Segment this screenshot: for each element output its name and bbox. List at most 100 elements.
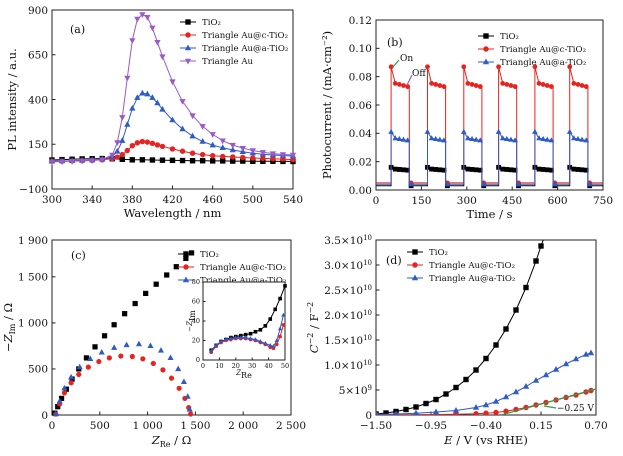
data-point [433,396,439,403]
data-point [575,82,581,87]
axis-title-unit: / F [307,313,321,332]
y-tick-label: 2.5×1010 [324,284,372,297]
data-point [532,376,540,383]
axis-title: −ZIm [186,310,197,332]
data-point [179,125,186,132]
data-point [544,167,550,173]
x-tick-label: 0.70 [584,420,607,432]
legend-entry: Triangle Au@c-TiO₂ [407,261,515,271]
data-point [575,135,581,141]
data-point [61,384,68,391]
data-point [134,94,141,100]
data-point [480,181,487,187]
data-point [575,167,581,172]
y-tick-label-base: 1.5×10 [324,335,363,347]
data-point [140,356,146,362]
data-point [87,355,94,361]
data-point [160,367,166,373]
y-tick-label: 0.04 [349,128,373,140]
data-point [149,25,156,32]
data-point [429,80,434,86]
x-tick-label: 300 [457,195,477,207]
data-point [173,264,179,270]
x-tick-label: 460 [203,194,223,206]
data-point [483,355,489,362]
data-point [129,353,135,360]
data-point [388,128,394,134]
series-triangle-au-c-tio2 [53,353,194,417]
y-tick-label: 3.0×1010 [324,259,372,272]
data-point [114,147,121,154]
x-tick-label: 300 [42,194,62,206]
data-point [263,324,268,328]
data-point [220,158,226,164]
series-tio2 [52,250,195,416]
data-point [549,84,554,89]
x-axis-title-symbol: E [443,433,453,447]
data-point [134,140,141,146]
data-point [504,82,510,87]
data-point [139,138,146,145]
data-point [209,348,214,353]
data-point [437,167,443,173]
series-triangle-au-a-tio2 [376,128,603,187]
tangent-line [500,388,596,415]
y-tick-label-base: 5×10 [339,385,368,397]
x-tick-label: 10 [215,362,223,370]
legend-label: Triangle Au@c-TiO₂ [202,31,288,41]
data-point [504,135,510,141]
data-point [405,84,411,89]
data-point [533,258,539,264]
axis-title: ZRe [235,369,252,380]
data-point [522,382,530,389]
data-point [129,142,136,149]
data-point [119,137,126,143]
x-tick-label: 500 [243,194,263,206]
data-point [147,342,154,349]
data-point [404,137,411,143]
data-point [413,404,419,410]
data-point [504,167,510,172]
data-point [512,388,520,395]
data-point [134,16,141,23]
y-tick-label: 650 [28,50,48,62]
data-point [544,136,551,142]
y-tick-label: 1.0×1010 [324,359,372,372]
axis-title-superscript: −2 [306,333,315,345]
axis-title-subscript: Im [8,323,17,334]
axis-title-main: Z [151,433,161,447]
data-point [571,135,577,141]
data-point [233,335,238,340]
data-point [229,142,236,149]
data-point [213,342,219,347]
data-point [83,355,90,361]
data-point [124,121,131,127]
data-point [586,181,593,187]
series-line [376,352,592,415]
series-line [376,130,603,185]
legend-label: Triangle Au@a-TiO₂ [500,58,586,68]
legend-label: Triangle Au@a-TiO₂ [200,276,286,286]
data-point [149,140,156,147]
y-tick-label-exponent: 10 [363,284,372,292]
y-tick-label-base: 3.0×10 [324,260,363,272]
data-point [111,344,118,350]
data-point [149,94,156,100]
legend-marker [184,44,192,51]
data-point [493,409,499,415]
data-point [536,80,542,86]
data-point [175,365,182,372]
legend-label: Triangle Au@c-TiO₂ [200,263,286,273]
y-tick-label: 1 900 [18,235,48,247]
data-point [443,391,449,397]
data-point [396,82,402,87]
data-point [512,137,518,143]
x-tick-label: 2 500 [276,420,306,432]
data-point [58,395,65,402]
data-point [500,80,506,86]
plot-area [376,240,596,415]
legend-entry: Triangle Au@c-TiO₂ [478,45,586,55]
axis-title-unit: / Ω [1,303,15,324]
data-point [532,128,538,134]
data-point [153,281,159,287]
